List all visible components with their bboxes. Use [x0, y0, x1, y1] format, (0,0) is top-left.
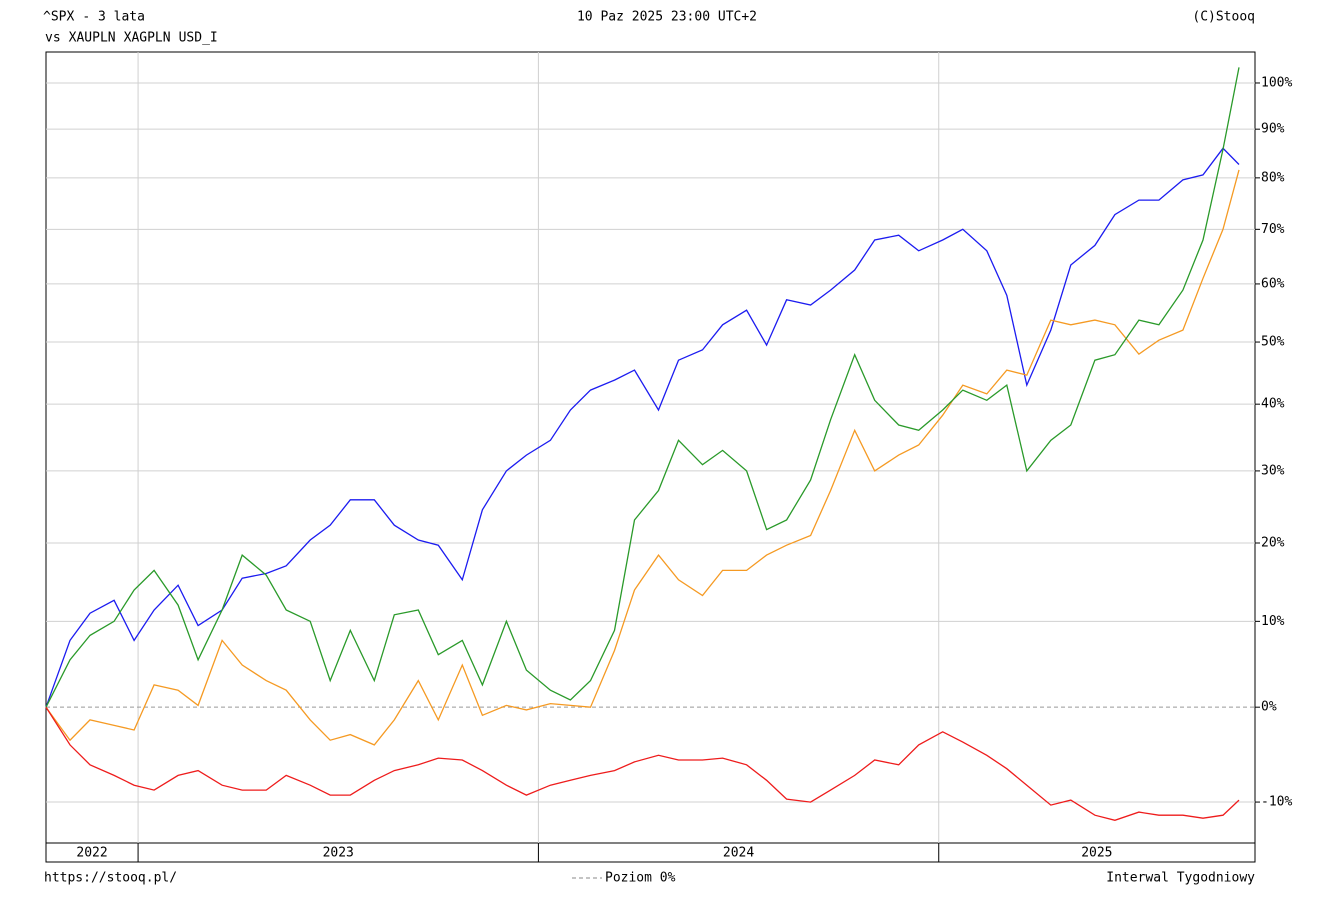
y-tick-label: 50% — [1261, 335, 1285, 350]
y-tick-label: 20% — [1261, 535, 1285, 550]
y-tick-label: 60% — [1261, 276, 1285, 291]
legend-entry: ^SPX — [43, 10, 74, 25]
copyright: (C)Stooq — [1192, 10, 1255, 25]
legend-prefix: vs — [45, 31, 61, 46]
legend-entry: XAUPLN — [69, 31, 116, 46]
legend-entry: XAGPLN — [124, 31, 171, 46]
legend-entry: USD_I — [179, 31, 218, 46]
y-tick-label: 10% — [1261, 614, 1285, 629]
interval: Interwal Tygodniowy — [1106, 871, 1255, 886]
y-tick-label: 80% — [1261, 170, 1285, 185]
date: 10 Paz 2025 23:00 UTC+2 — [577, 10, 757, 25]
x-band-label: 2023 — [323, 846, 354, 861]
plot-frame — [45, 51, 1256, 863]
x-band-label: 2022 — [76, 846, 107, 861]
series-line — [45, 147, 1240, 708]
x-band-label: 2025 — [1081, 846, 1112, 861]
series-line — [45, 67, 1240, 708]
series-line — [45, 706, 1240, 821]
y-tick-label: 70% — [1261, 222, 1285, 237]
y-tick-label: -10% — [1261, 795, 1292, 810]
y-tick-label: 90% — [1261, 122, 1285, 137]
reference-label: Poziom 0% — [605, 871, 676, 886]
y-tick-label: 30% — [1261, 463, 1285, 478]
x-band-label: 2024 — [723, 846, 754, 861]
chart-title: - 3 lata — [82, 10, 145, 25]
y-tick-label: 40% — [1261, 397, 1285, 412]
series-line — [45, 169, 1240, 746]
y-tick-label: 100% — [1261, 75, 1292, 90]
source: https://stooq.pl/ — [44, 871, 177, 886]
y-tick-label: 0% — [1261, 700, 1277, 715]
